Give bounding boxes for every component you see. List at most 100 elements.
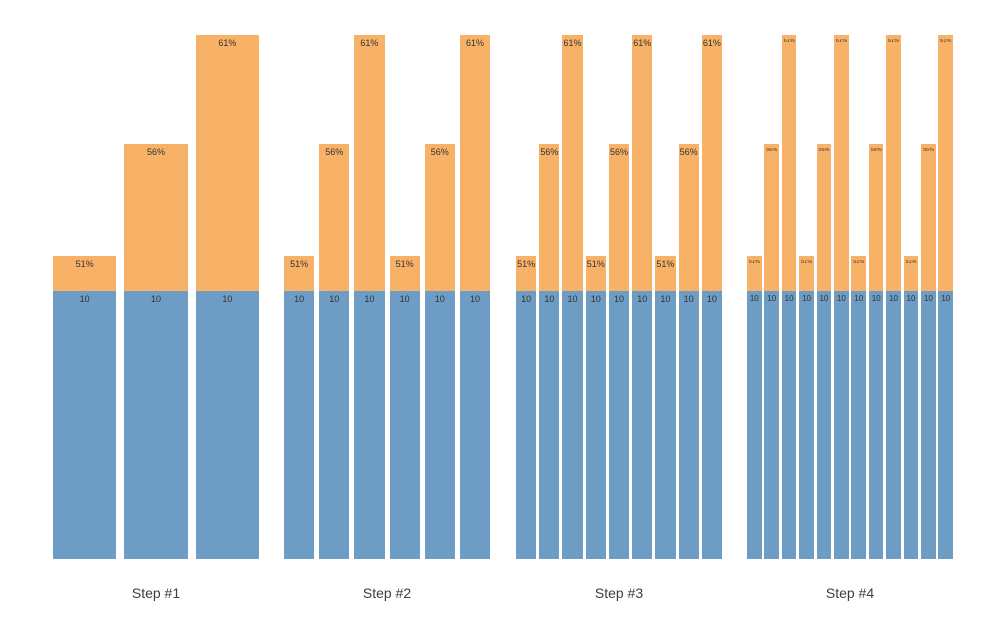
base-segment: 10	[938, 291, 954, 559]
base-segment: 10	[868, 291, 884, 559]
stacked-bar: 61% 10	[781, 35, 797, 559]
top-segment: 56%	[608, 144, 630, 291]
base-segment-label: 10	[329, 295, 340, 304]
top-segment-label: 61%	[888, 39, 900, 44]
base-segment-label: 10	[637, 295, 648, 304]
base-segment: 10	[678, 291, 699, 559]
top-segment: 61%	[632, 35, 653, 291]
base-segment-label: 10	[706, 295, 717, 304]
base-segment: 10	[53, 291, 117, 559]
top-segment: 56%	[124, 144, 188, 291]
base-segment: 10	[781, 291, 797, 559]
base-segment-label: 10	[567, 295, 578, 304]
top-segment: 51%	[799, 256, 814, 291]
base-segment: 10	[539, 291, 560, 559]
base-segment: 10	[816, 291, 832, 559]
base-segment: 10	[354, 291, 385, 559]
base-segment-label: 10	[150, 295, 161, 304]
top-segment: 56%	[678, 144, 699, 291]
base-segment: 10	[389, 291, 420, 559]
base-segment-label: 10	[660, 295, 671, 304]
stacked-bar: 56% 10	[124, 144, 188, 559]
base-segment-label: 10	[923, 295, 933, 303]
top-segment-label: 56%	[870, 148, 882, 153]
top-segment-label: 61%	[633, 39, 652, 48]
stacked-bar: 61% 10	[886, 35, 901, 559]
base-segment: 10	[284, 291, 315, 559]
base-segment-label: 10	[941, 295, 951, 303]
base-segment-label: 10	[544, 295, 555, 304]
bar-group-step-3: 51% 10 56% 10 61% 10 51% 10 56% 10 61% 10 51% 10 56% 10…	[516, 0, 722, 559]
bars-step-3: 51% 10 56% 10 61% 10 51% 10 56% 10 61% 10 51% 10 56% 10…	[516, 0, 722, 559]
group-label-step-1: Step #1	[131, 585, 181, 601]
top-segment-label: 51%	[290, 260, 309, 269]
base-segment-label: 10	[854, 295, 864, 303]
stacked-bar: 61% 10	[632, 35, 653, 559]
base-segment-label: 10	[871, 295, 881, 303]
top-segment: 51%	[851, 256, 867, 291]
base-segment-label: 10	[590, 295, 601, 304]
top-segment: 51%	[53, 256, 117, 291]
top-segment-label: 56%	[609, 148, 628, 157]
top-segment-label: 51%	[517, 260, 536, 269]
base-segment: 10	[701, 291, 722, 559]
base-segment-label: 10	[613, 295, 624, 304]
top-segment: 61%	[195, 35, 259, 291]
top-segment-label: 56%	[679, 148, 698, 157]
top-segment: 51%	[585, 256, 606, 291]
top-segment-label: 61%	[218, 39, 237, 48]
base-segment-label: 10	[889, 295, 898, 303]
stacked-bar: 61% 10	[938, 35, 954, 559]
stacked-bar: 56% 10	[539, 144, 560, 559]
base-segment-label: 10	[784, 295, 794, 303]
base-segment: 10	[424, 291, 455, 559]
base-segment-label: 10	[399, 295, 410, 304]
top-segment: 56%	[424, 144, 455, 291]
base-segment-label: 10	[836, 295, 846, 303]
top-segment-label: 56%	[818, 148, 830, 153]
base-segment: 10	[834, 291, 849, 559]
top-segment: 51%	[284, 256, 315, 291]
stacked-bar: 56% 10	[921, 144, 936, 559]
base-segment: 10	[124, 291, 188, 559]
base-segment: 10	[608, 291, 630, 559]
group-label-step-4: Step #4	[825, 585, 875, 601]
stacked-bar: 56% 10	[678, 144, 699, 559]
base-segment: 10	[921, 291, 936, 559]
top-segment-label: 51%	[905, 260, 917, 265]
top-segment: 61%	[701, 35, 722, 291]
stacked-bar: 51% 10	[585, 256, 606, 559]
top-segment-label: 56%	[922, 148, 934, 153]
base-segment: 10	[747, 291, 762, 559]
base-segment-label: 10	[819, 295, 829, 303]
top-segment-label: 51%	[75, 260, 94, 269]
stacked-bar: 56% 10	[764, 144, 780, 559]
bar-group-step-4: 51% 10 56% 10 61% 10 51% 10 56% 10 61% 10 51% 10 56% 10…	[747, 0, 954, 559]
stacked-bar: 51% 10	[53, 256, 117, 559]
top-segment-label: 61%	[835, 39, 847, 44]
base-segment: 10	[319, 291, 350, 559]
top-segment-label: 56%	[146, 148, 165, 157]
top-segment: 51%	[389, 256, 420, 291]
top-segment: 61%	[354, 35, 385, 291]
top-segment: 61%	[938, 35, 954, 291]
top-segment-label: 51%	[586, 260, 605, 269]
stacked-bar: 51% 10	[389, 256, 420, 559]
top-segment-label: 51%	[801, 260, 813, 265]
base-segment-label: 10	[294, 295, 305, 304]
base-segment-label: 10	[222, 295, 233, 304]
base-segment-label: 10	[767, 295, 777, 303]
top-segment: 51%	[655, 256, 676, 291]
bars-step-4: 51% 10 56% 10 61% 10 51% 10 56% 10 61% 10 51% 10 56% 10…	[747, 0, 954, 559]
top-segment-label: 61%	[563, 39, 582, 48]
base-segment: 10	[886, 291, 901, 559]
base-segment-label: 10	[469, 295, 480, 304]
bar-group-step-2: 51% 10 56% 10 61% 10 51% 10 56% 10 61% 10	[284, 0, 491, 559]
group-label-step-3: Step #3	[594, 585, 644, 601]
base-segment: 10	[632, 291, 653, 559]
bars-step-1: 51% 10 56% 10 61% 10	[53, 0, 259, 559]
top-segment: 51%	[903, 256, 919, 291]
group-label-step-2: Step #2	[362, 585, 412, 601]
base-segment-label: 10	[906, 295, 916, 303]
stacked-bar: 56% 10	[816, 144, 832, 559]
